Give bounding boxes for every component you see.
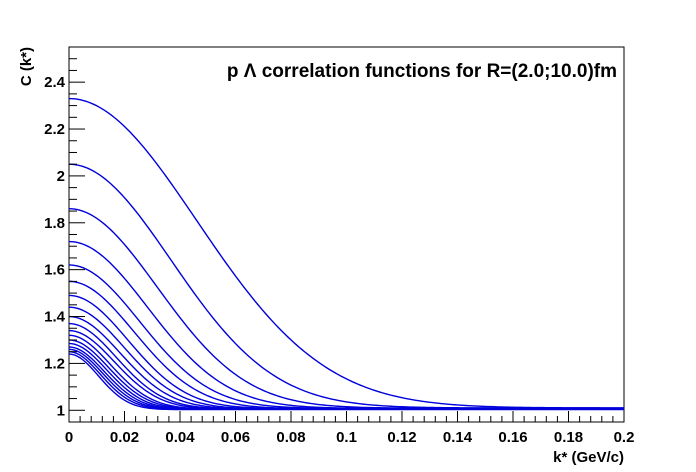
x-axis-title: k* (GeV/c) (553, 449, 624, 466)
series-line-4 (68, 240, 624, 410)
x-tick-label: 0 (65, 429, 73, 446)
series-line-5 (68, 264, 624, 410)
x-tick-label: 0.18 (554, 429, 583, 446)
series-line-6 (68, 280, 624, 410)
y-tick-label: 1 (57, 402, 65, 419)
series-line-11 (68, 329, 624, 410)
series-line-17 (68, 350, 624, 411)
y-tick-label: 2.2 (44, 121, 65, 138)
x-tick-label: 0.08 (276, 429, 305, 446)
y-tick-label: 1.4 (44, 309, 66, 326)
y-tick-label: 2 (57, 168, 65, 185)
chart-title: p Λ correlation functions for R=(2.0;10.… (227, 61, 617, 82)
curves-group (68, 97, 624, 411)
plot-frame (68, 46, 625, 423)
x-tick-label: 0.2 (614, 429, 635, 446)
y-tick-label: 1.6 (44, 262, 65, 279)
x-tick-label: 0.14 (443, 429, 473, 446)
ticks-group (68, 46, 625, 423)
x-tick-label: 0.02 (110, 429, 139, 446)
x-tick-label: 0.12 (387, 429, 416, 446)
y-tick-label: 2.4 (44, 74, 66, 91)
tick-labels-group: 0 0.02 0.04 0.06 0.08 0.1 0.12 0.14 0.16 0.18 0.2 1… (44, 74, 634, 446)
x-tick-label: 0.06 (221, 429, 250, 446)
series-line-1 (68, 97, 624, 409)
series-line-12 (68, 334, 624, 410)
series-line-2 (68, 163, 624, 409)
y-tick-label: 1.2 (44, 355, 65, 372)
x-tick-label: 0.16 (498, 429, 527, 446)
y-axis-title: C (k*) (18, 47, 35, 86)
series-line-8 (68, 306, 624, 410)
series-line-18 (68, 353, 624, 411)
x-tick-label: 0.04 (165, 429, 195, 446)
y-tick-label: 1.8 (44, 215, 65, 232)
x-tick-label: 0.1 (336, 429, 357, 446)
